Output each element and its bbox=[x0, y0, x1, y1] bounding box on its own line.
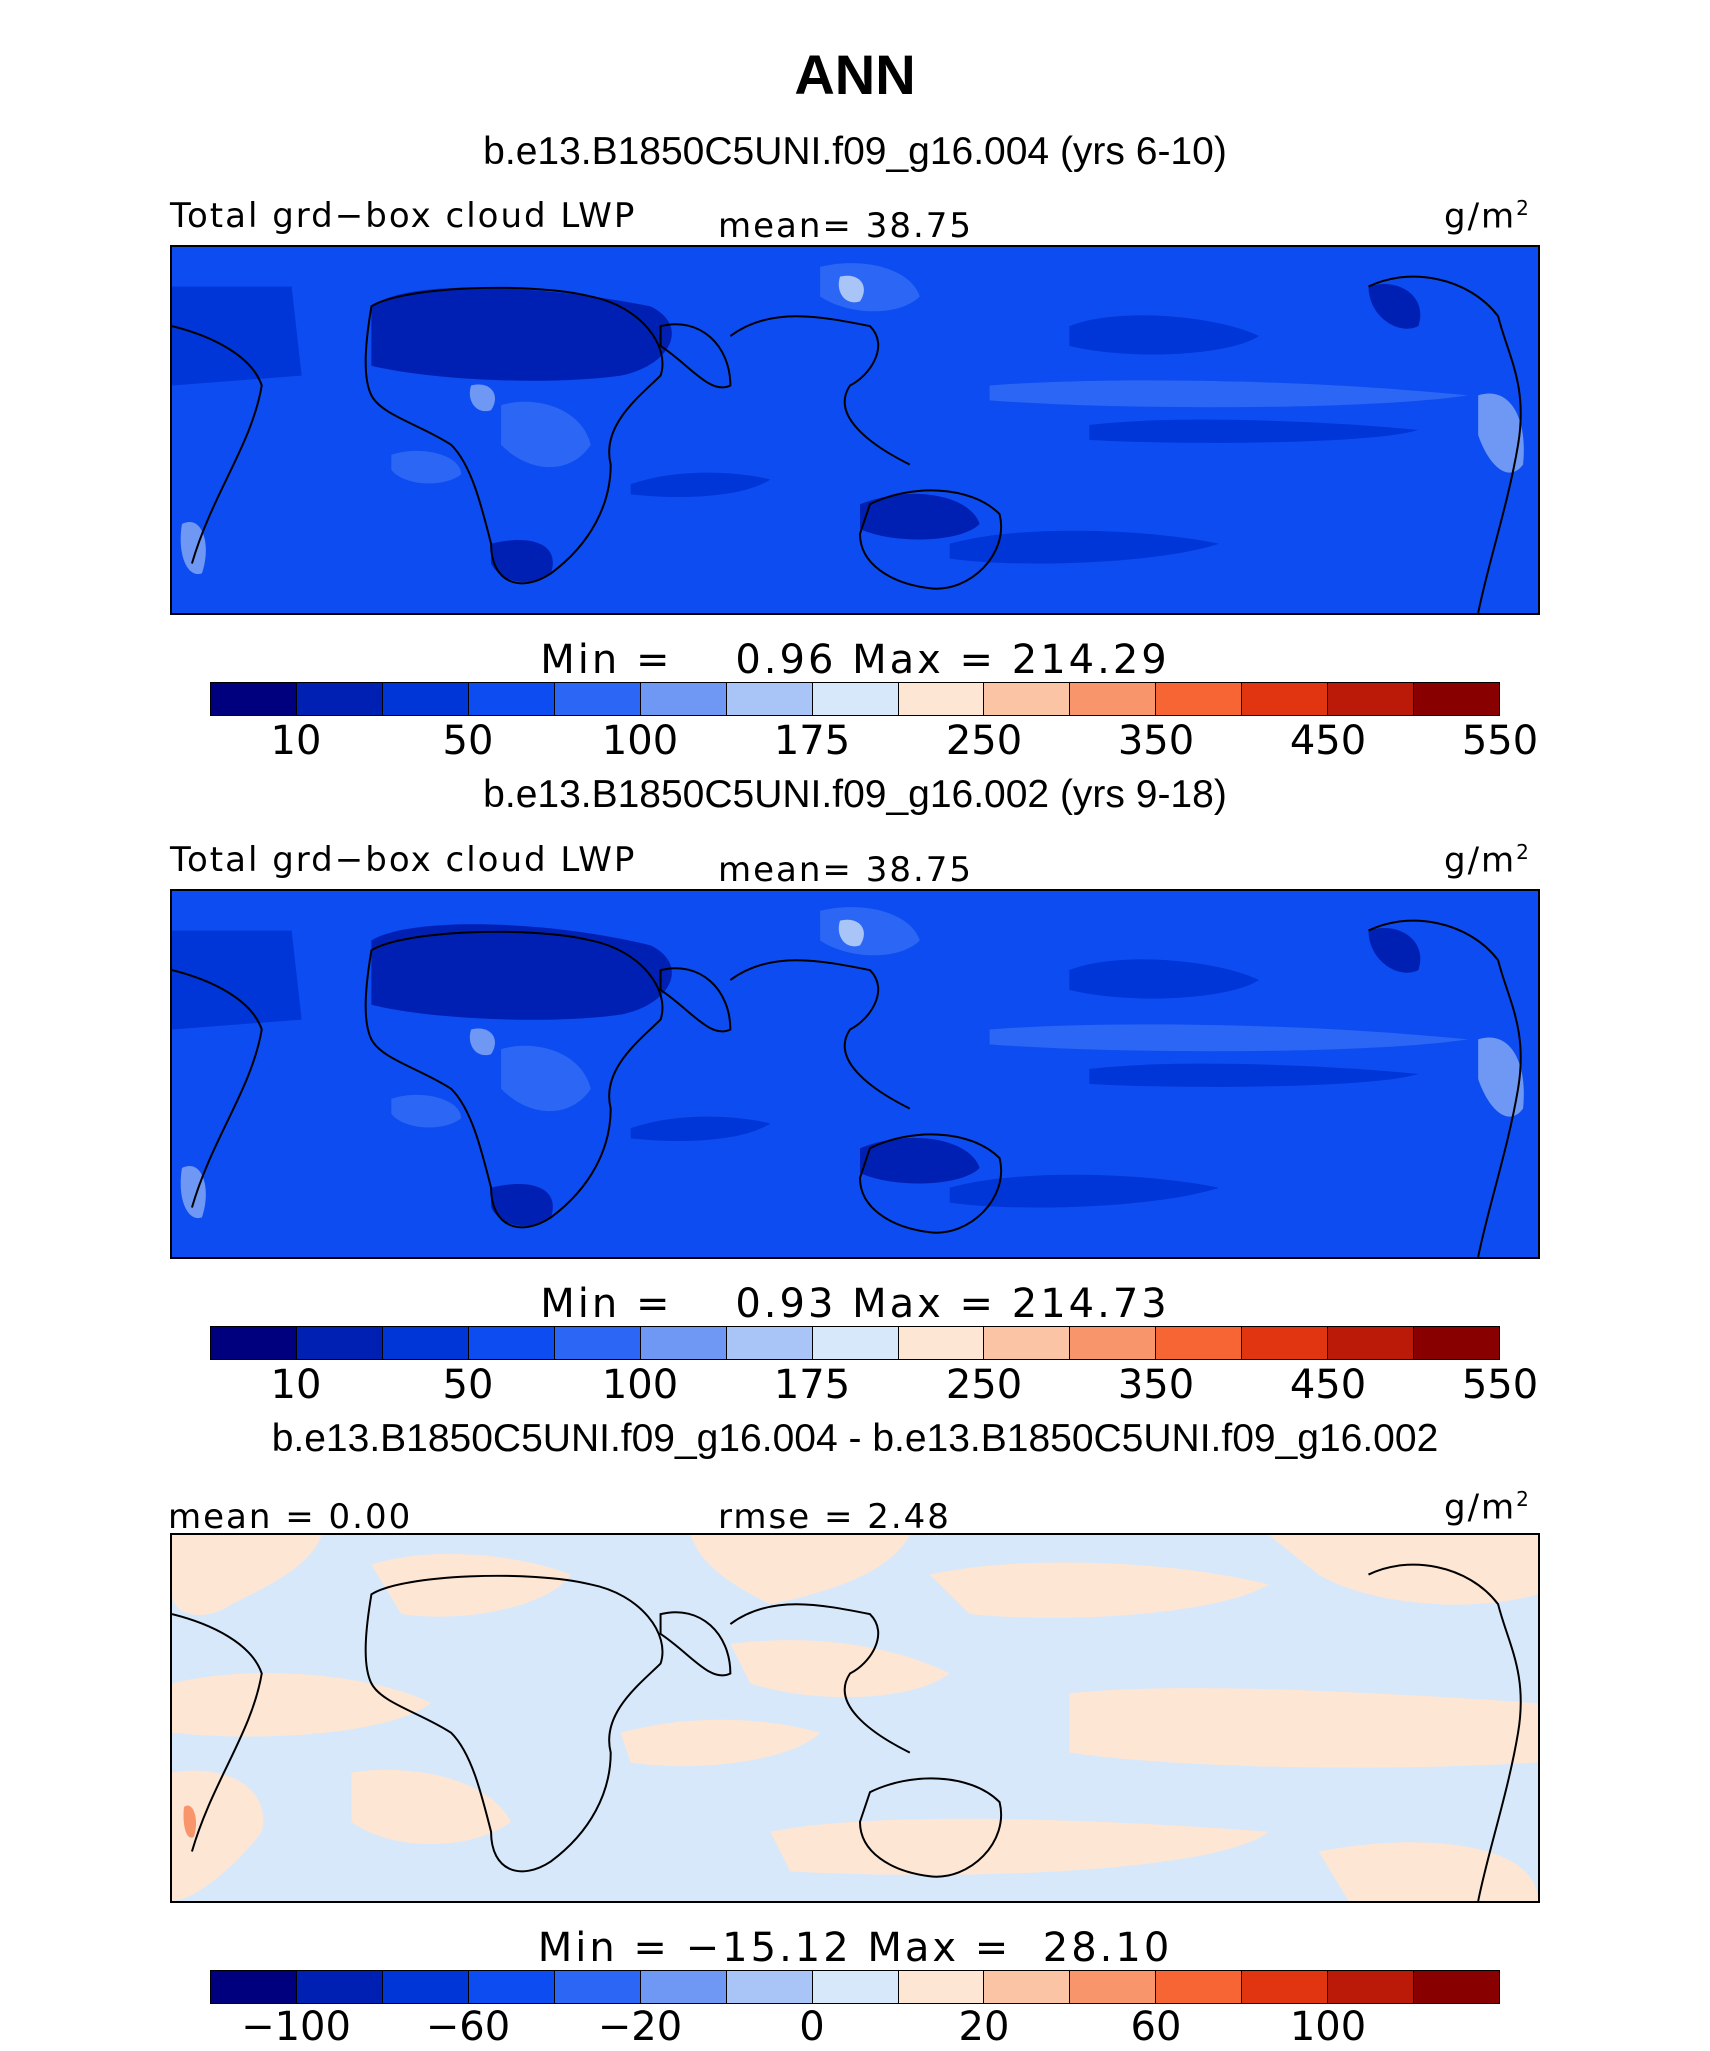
panel-1-variable-label: Total grd−box cloud LWP bbox=[170, 196, 637, 236]
colorbar-tick-label: 250 bbox=[945, 1362, 1023, 1408]
panel-3-mean-label: mean = 0.00 bbox=[168, 1497, 413, 1537]
panel-2-mean-label: mean= 38.75 bbox=[718, 850, 974, 890]
colorbar-box bbox=[296, 683, 383, 715]
colorbar-box bbox=[640, 1327, 727, 1359]
colorbar-tick-label: 20 bbox=[958, 2004, 1010, 2050]
colorbar-box bbox=[468, 1327, 555, 1359]
colorbar-box bbox=[211, 1971, 297, 2003]
colorbar-tick-label: 350 bbox=[1117, 718, 1195, 764]
colorbar-tick-label: 10 bbox=[270, 718, 322, 764]
colorbar-box bbox=[1156, 1327, 1243, 1359]
colorbar-box bbox=[296, 1971, 383, 2003]
panel-3-case-title: b.e13.B1850C5UNI.f09_g16.004 - b.e13.B18… bbox=[271, 1417, 1439, 1460]
panel-1-colorbar-ticks: 10 50 100 175 250 350 450 550 bbox=[0, 718, 1710, 768]
panel-1-mean-label: mean= 38.75 bbox=[718, 206, 974, 246]
colorbar-box bbox=[1414, 1971, 1500, 2003]
colorbar-tick-label: 250 bbox=[945, 718, 1023, 764]
panel-3-map-svg bbox=[172, 1535, 1538, 1901]
colorbar-box bbox=[554, 683, 641, 715]
colorbar-box bbox=[898, 1971, 985, 2003]
colorbar-tick-label: 100 bbox=[601, 1362, 679, 1408]
colorbar-box bbox=[1328, 1327, 1415, 1359]
colorbar-box bbox=[554, 1327, 641, 1359]
colorbar-box bbox=[382, 683, 469, 715]
panel-1-units-label: g/m2 bbox=[1444, 196, 1531, 237]
colorbar-tick-label: 100 bbox=[1289, 2004, 1367, 2050]
colorbar-box bbox=[1414, 1327, 1500, 1359]
colorbar-box bbox=[640, 1971, 727, 2003]
panel-3-minmax: Min = −15.12 Max = 28.10 bbox=[537, 1925, 1173, 1971]
colorbar-box bbox=[211, 683, 297, 715]
colorbar-box bbox=[898, 1327, 985, 1359]
colorbar-box bbox=[468, 1971, 555, 2003]
colorbar-box bbox=[984, 1327, 1071, 1359]
colorbar-box bbox=[382, 1327, 469, 1359]
colorbar-box bbox=[1242, 1327, 1329, 1359]
colorbar-box bbox=[468, 683, 555, 715]
colorbar-box bbox=[984, 1971, 1071, 2003]
colorbar-box bbox=[1070, 1971, 1157, 2003]
colorbar-box bbox=[1328, 683, 1415, 715]
colorbar-box bbox=[1414, 683, 1500, 715]
colorbar-tick-label: −20 bbox=[597, 2004, 683, 2050]
panel-2-units-label: g/m2 bbox=[1444, 840, 1531, 881]
colorbar-box bbox=[1156, 1971, 1243, 2003]
colorbar-box bbox=[1070, 683, 1157, 715]
panel-1-colorbar bbox=[210, 682, 1500, 716]
colorbar-tick-label: 50 bbox=[442, 718, 494, 764]
colorbar-tick-label: 550 bbox=[1461, 718, 1539, 764]
colorbar-tick-label: 50 bbox=[442, 1362, 494, 1408]
panel-2-case-title: b.e13.B1850C5UNI.f09_g16.002 (yrs 9-18) bbox=[483, 773, 1227, 816]
colorbar-box bbox=[382, 1971, 469, 2003]
panel-1-map-svg bbox=[172, 247, 1538, 613]
colorbar-tick-label: 550 bbox=[1461, 1362, 1539, 1408]
panel-3-colorbar-ticks: −100 −60 −20 0 20 60 100 bbox=[0, 2004, 1710, 2051]
colorbar-box bbox=[211, 1327, 297, 1359]
panel-2-map-svg bbox=[172, 891, 1538, 1257]
panel-2-map bbox=[170, 889, 1540, 1259]
colorbar-tick-label: 450 bbox=[1289, 1362, 1367, 1408]
panel-1-minmax: Min = 0.96 Max = 214.29 bbox=[540, 637, 1170, 683]
season-title: ANN bbox=[794, 43, 916, 106]
colorbar-box bbox=[554, 1971, 641, 2003]
panel-3-colorbar bbox=[210, 1970, 1500, 2004]
panel-3-rmse-label: rmse = 2.48 bbox=[718, 1497, 951, 1537]
colorbar-box bbox=[640, 683, 727, 715]
colorbar-box bbox=[726, 683, 813, 715]
panel-2-colorbar bbox=[210, 1326, 1500, 1360]
panel-2-variable-label: Total grd−box cloud LWP bbox=[170, 840, 637, 880]
colorbar-tick-label: 100 bbox=[601, 718, 679, 764]
colorbar-tick-label: 350 bbox=[1117, 1362, 1195, 1408]
colorbar-box bbox=[812, 1327, 899, 1359]
colorbar-tick-label: 175 bbox=[773, 718, 851, 764]
panel-2-minmax: Min = 0.93 Max = 214.73 bbox=[540, 1281, 1170, 1327]
colorbar-box bbox=[812, 1971, 899, 2003]
colorbar-tick-label: 0 bbox=[799, 2004, 825, 2050]
colorbar-box bbox=[1242, 683, 1329, 715]
colorbar-box bbox=[1242, 1971, 1329, 2003]
panel-3-map bbox=[170, 1533, 1540, 1903]
colorbar-box bbox=[726, 1971, 813, 2003]
colorbar-tick-label: 10 bbox=[270, 1362, 322, 1408]
colorbar-box bbox=[296, 1327, 383, 1359]
colorbar-tick-label: −100 bbox=[241, 2004, 351, 2050]
colorbar-box bbox=[898, 683, 985, 715]
colorbar-box bbox=[726, 1327, 813, 1359]
colorbar-box bbox=[812, 683, 899, 715]
colorbar-box bbox=[1328, 1971, 1415, 2003]
colorbar-tick-label: 175 bbox=[773, 1362, 851, 1408]
panel-2-colorbar-ticks: 10 50 100 175 250 350 450 550 bbox=[0, 1362, 1710, 1412]
colorbar-box bbox=[1070, 1327, 1157, 1359]
colorbar-box bbox=[1156, 683, 1243, 715]
panel-1-map bbox=[170, 245, 1540, 615]
colorbar-tick-label: −60 bbox=[425, 2004, 511, 2050]
colorbar-tick-label: 60 bbox=[1130, 2004, 1182, 2050]
colorbar-tick-label: 450 bbox=[1289, 718, 1367, 764]
colorbar-box bbox=[984, 683, 1071, 715]
panel-3-units-label: g/m2 bbox=[1444, 1487, 1531, 1528]
panel-1-case-title: b.e13.B1850C5UNI.f09_g16.004 (yrs 6-10) bbox=[483, 130, 1227, 173]
